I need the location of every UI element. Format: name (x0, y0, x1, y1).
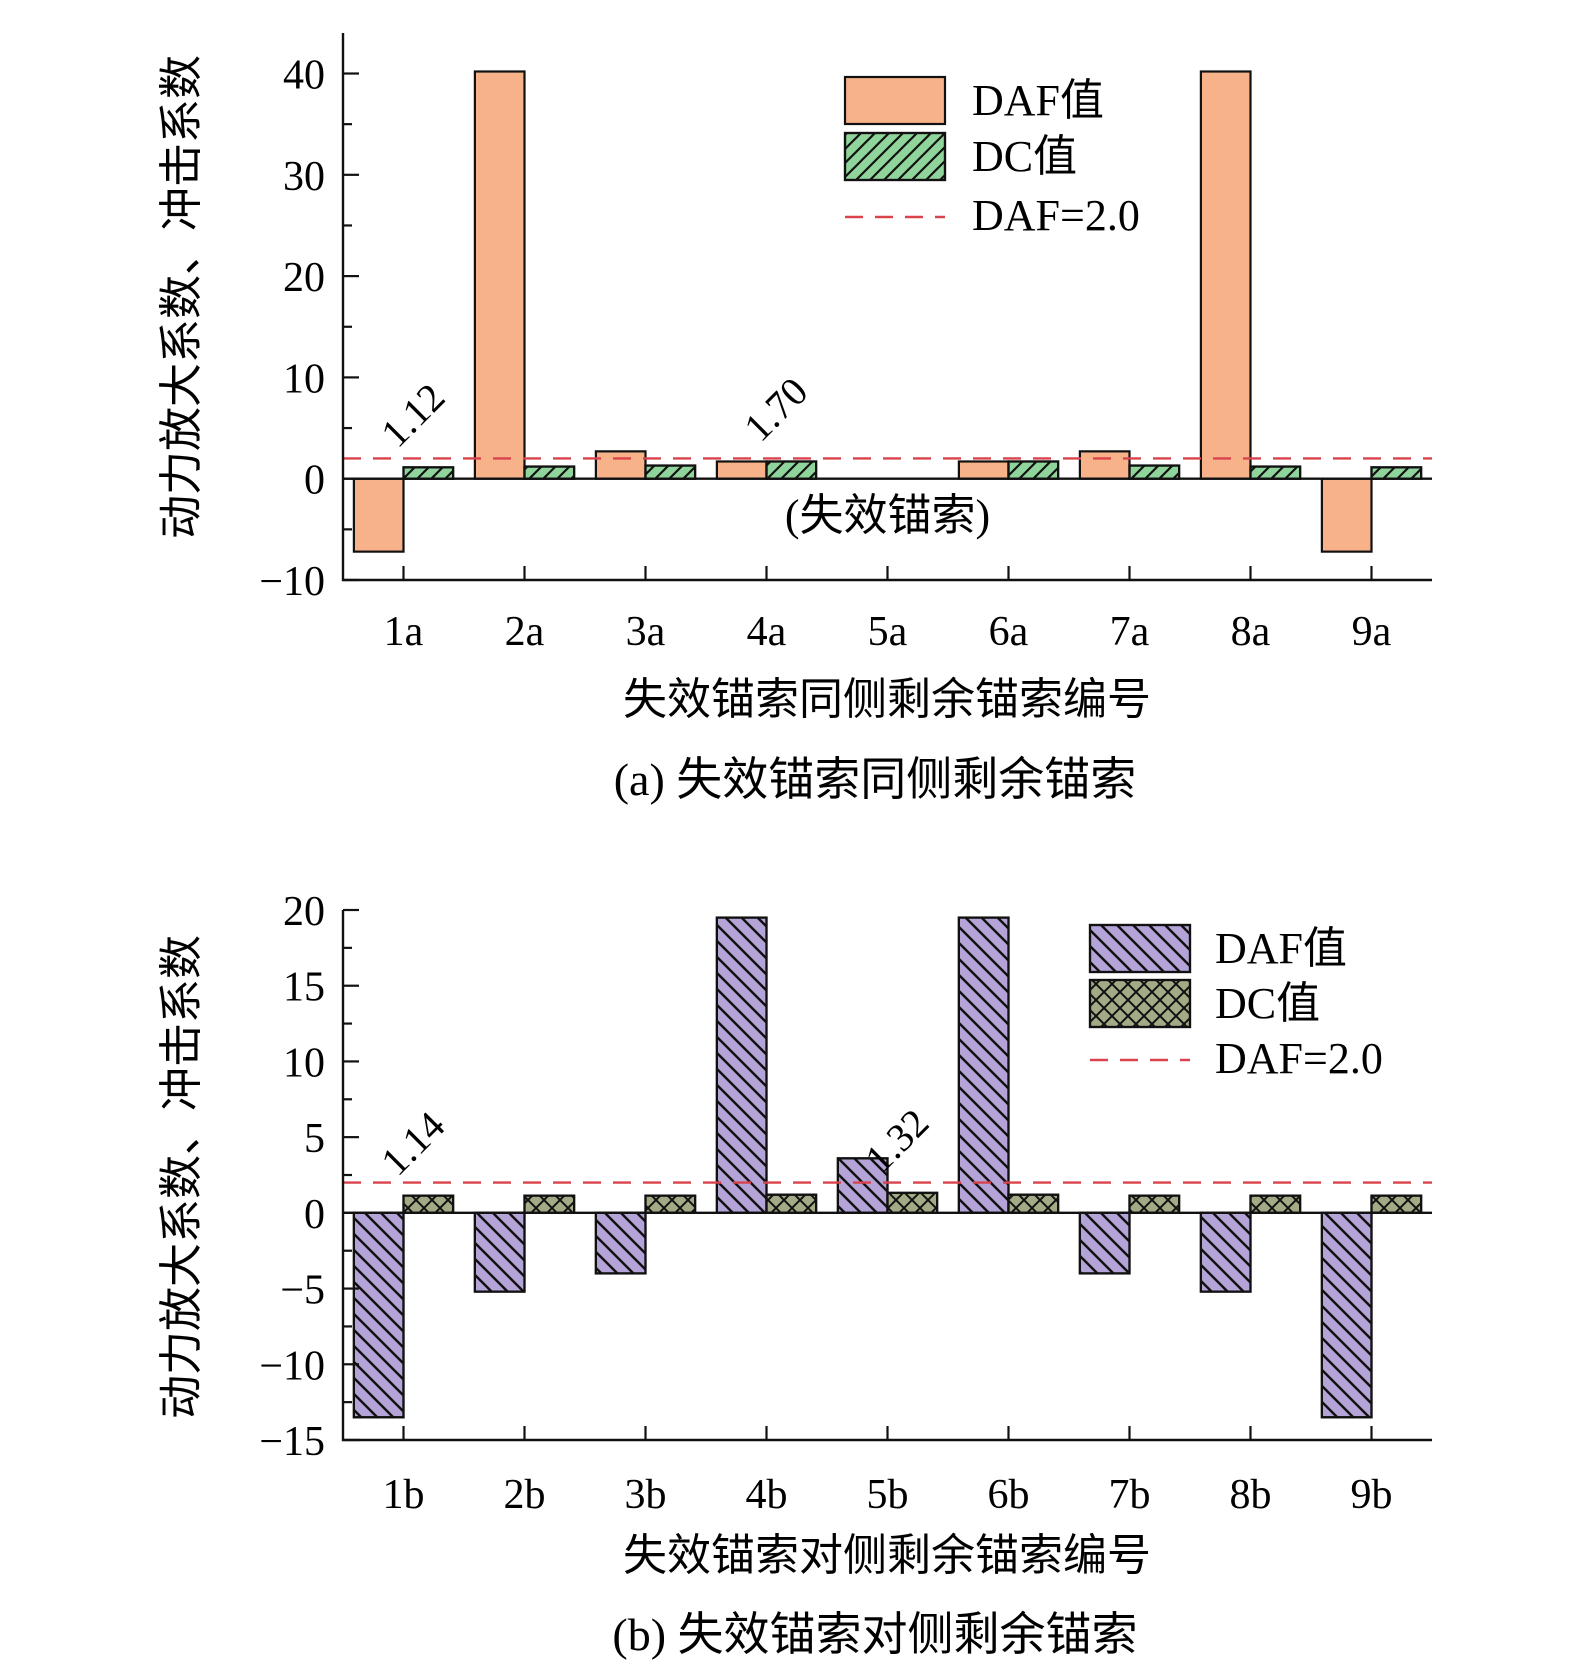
legend-swatch-hatch (843, 131, 947, 182)
bar-hatch-dc-1b (402, 1194, 455, 1214)
x-tick-label-7a: 7a (1110, 609, 1150, 655)
y-axis-title: 动力放大系数、冲击系数 (157, 55, 206, 539)
y-tick-label: −10 (259, 559, 325, 605)
bar-hatch-dc-9a (1370, 466, 1423, 480)
bar-hatch-dc-8b (1249, 1194, 1302, 1214)
legend-label-refline: DAF=2.0 (1215, 1034, 1383, 1083)
bar-hatch-dc-2b (523, 1194, 576, 1214)
y-tick-label: 20 (283, 255, 325, 301)
bar-daf-6a (957, 460, 1010, 480)
bar-daf-7a (1078, 450, 1131, 480)
x-tick-label-9b: 9b (1351, 1472, 1393, 1518)
y-tick-label: 5 (304, 1116, 325, 1162)
bar-hatch-dc-6a (1007, 460, 1060, 480)
y-tick-label: −15 (259, 1419, 325, 1465)
panel-a: −10 0 10 20 30 40 1a 2a 3a 4a 5a 6a 7a 8a 9a 1.12 1.70 (… (157, 33, 1432, 805)
legend: DAF值 DC值 DAF=2.0 (1088, 923, 1383, 1083)
x-tick-label-1a: 1a (384, 609, 424, 655)
bar-hatch-daf-4b (715, 916, 768, 1214)
bar-hatch-dc-5b (886, 1191, 939, 1214)
legend-label-daf: DAF值 (1215, 924, 1347, 973)
panel-caption: (b) 失效锚索对侧剩余锚索 (612, 1609, 1137, 1660)
y-tick-label: 10 (283, 1040, 325, 1086)
bar-hatch-dc-7a (1128, 464, 1181, 480)
bar-hatch-dc-2a (523, 465, 576, 480)
y-tick-label: 0 (304, 458, 325, 504)
bar-daf-9a (1320, 477, 1373, 553)
x-tick-label-9a: 9a (1352, 609, 1392, 655)
legend-label-dc: DC值 (1215, 979, 1320, 1028)
y-axis-title: 动力放大系数、冲击系数 (157, 935, 206, 1419)
y-tick-label: 10 (283, 356, 325, 402)
bar-hatch-daf-6b (957, 916, 1010, 1214)
bar-hatch-daf-7b (1078, 1211, 1131, 1275)
bar-hatch-dc-7b (1128, 1194, 1181, 1214)
bar-daf-8a (1199, 70, 1252, 480)
y-tick-label: 20 (283, 889, 325, 935)
y-tick-label: 15 (283, 965, 325, 1011)
y-tick-label: −10 (259, 1343, 325, 1389)
annotation: (失效锚索) (785, 491, 990, 540)
legend: DAF值 DC值 DAF=2.0 (843, 75, 1140, 240)
y-tick-label: 40 (283, 53, 325, 99)
y-tick-label: 30 (283, 154, 325, 200)
bar-hatch-dc-8a (1249, 465, 1302, 480)
x-tick-label-4a: 4a (747, 609, 787, 655)
bar-hatch-dc-1a (402, 466, 455, 480)
x-tick-label-8a: 8a (1231, 609, 1271, 655)
x-tick-label-4b: 4b (746, 1472, 788, 1518)
bar-hatch-dc-3a (644, 464, 697, 480)
panel-caption: (a) 失效锚索同侧剩余锚索 (614, 754, 1137, 805)
x-tick-label-6b: 6b (988, 1472, 1030, 1518)
annotation: 1.70 (735, 369, 816, 450)
bar-hatch-daf-5b (836, 1157, 889, 1214)
x-tick-label-1b: 1b (383, 1472, 425, 1518)
annotation: 1.14 (372, 1103, 453, 1184)
bar-hatch-daf-2b (473, 1211, 526, 1293)
bar-daf-4a (715, 460, 768, 480)
x-tick-label-8b: 8b (1230, 1472, 1272, 1518)
x-tick-label-2a: 2a (505, 609, 545, 655)
bar-daf-3a (594, 450, 647, 480)
bar-hatch-dc-6b (1007, 1193, 1060, 1214)
x-tick-label-6a: 6a (989, 609, 1029, 655)
x-tick-label-7b: 7b (1109, 1472, 1151, 1518)
bar-hatch-daf-1b (352, 1211, 405, 1419)
x-tick-label-2b: 2b (504, 1472, 546, 1518)
y-tick-label: 0 (304, 1192, 325, 1238)
legend-swatch-hatch (1088, 978, 1192, 1029)
bar-hatch-dc-4a (765, 460, 818, 480)
x-tick-label-3a: 3a (626, 609, 666, 655)
bar-hatch-daf-8b (1199, 1211, 1252, 1293)
x-axis-title: 失效锚索对侧剩余锚索编号 (623, 1531, 1151, 1580)
bar-hatch-dc-4b (765, 1193, 818, 1214)
bar-hatch-daf-9b (1320, 1211, 1373, 1419)
legend-swatch-daf (843, 75, 947, 126)
legend-label-daf: DAF值 (972, 76, 1104, 125)
legend-label-dc: DC值 (972, 132, 1077, 181)
bar-hatch-daf-3b (594, 1211, 647, 1275)
y-tick-label: −5 (280, 1268, 325, 1314)
bar-hatch-dc-3b (644, 1194, 697, 1214)
bar-daf-2a (473, 70, 526, 480)
bar-hatch-dc-9b (1370, 1194, 1423, 1214)
x-tick-label-5a: 5a (868, 609, 908, 655)
legend-swatch-hatch (1088, 923, 1192, 974)
x-axis-title: 失效锚索同侧剩余锚索编号 (623, 675, 1151, 724)
x-tick-label-5b: 5b (867, 1472, 909, 1518)
annotation: 1.12 (372, 374, 453, 455)
legend-label-refline: DAF=2.0 (972, 191, 1140, 240)
bar-daf-1a (352, 477, 405, 553)
x-tick-label-3b: 3b (625, 1472, 667, 1518)
